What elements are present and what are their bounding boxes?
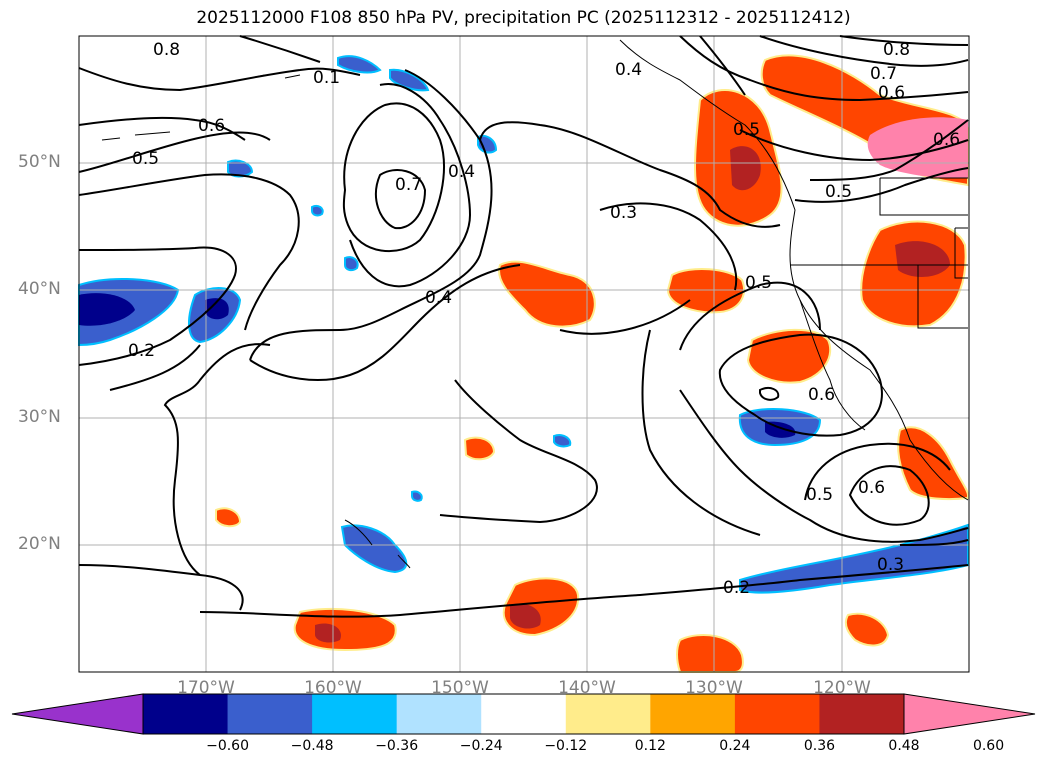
map-plot: 0.8 0.1 0.6 0.5 0.7 0.4 0.3 0.4 0.2 0.4 … <box>78 35 970 673</box>
contour-label: 0.3 <box>877 555 904 575</box>
contour-label: 0.4 <box>425 288 452 308</box>
contour-label: 0.3 <box>610 203 637 223</box>
plot-frame <box>78 35 970 673</box>
colorbar-tick-label: −0.48 <box>290 738 334 754</box>
contour-label: 0.8 <box>153 40 180 60</box>
lon-label: 140°W <box>558 678 616 698</box>
contour-label: 0.1 <box>313 68 340 88</box>
contour-label: 0.5 <box>806 485 833 505</box>
colorbar-swatch <box>819 694 905 734</box>
precip-patch <box>315 623 341 643</box>
precip-patch <box>895 241 950 277</box>
precip-patch <box>730 146 761 191</box>
contour-label: 0.5 <box>733 120 760 140</box>
colorbar-swatch <box>565 694 651 734</box>
precip-patch <box>79 293 135 326</box>
precip-patch <box>498 260 596 328</box>
colorbar-extend-high <box>904 694 1035 734</box>
precip-negative-patches <box>78 55 969 594</box>
precip-patch <box>553 434 572 448</box>
precip-patch <box>344 256 359 272</box>
colorbar-tick-label: 0.60 <box>972 738 1005 754</box>
colorbar-swatch <box>312 694 398 734</box>
lon-label: 120°W <box>813 678 871 698</box>
precip-patch <box>411 490 423 502</box>
precip-patch <box>340 524 408 574</box>
colorbar-swatch <box>396 694 482 734</box>
pv-contours <box>78 35 969 618</box>
contour-label: 0.6 <box>808 385 835 405</box>
contour-label: 0.4 <box>615 60 642 80</box>
precip-patch <box>897 426 969 500</box>
contour-label: 0.5 <box>825 182 852 202</box>
contour-label: 0.5 <box>745 273 772 293</box>
lon-label: 130°W <box>685 678 743 698</box>
colorbar-tick-label: 0.36 <box>803 738 836 754</box>
precip-patch <box>666 268 745 314</box>
contour-label: 0.7 <box>395 175 422 195</box>
precip-patch <box>844 612 890 647</box>
precip-patch <box>389 68 430 92</box>
lon-label: 170°W <box>177 678 235 698</box>
contour-label: 0.6 <box>933 130 960 150</box>
lat-label: 50°N <box>18 152 61 172</box>
contour-label: 0.7 <box>870 64 897 84</box>
contour-label: 0.8 <box>883 40 910 60</box>
precip-patch <box>311 204 324 217</box>
colorbar-swatch <box>481 694 567 734</box>
contour-label: 0.2 <box>128 341 155 361</box>
precip-patch <box>337 55 382 74</box>
precip-patch <box>477 134 498 154</box>
colorbar-tick-label: −0.24 <box>459 738 503 754</box>
map-title: 2025112000 F108 850 hPa PV, precipitatio… <box>196 8 851 28</box>
contour-label: 0.5 <box>132 149 159 169</box>
colorbar-tick-label: 0.24 <box>719 738 751 754</box>
contour-label: 0.6 <box>858 478 885 498</box>
colorbar-swatch <box>650 694 736 734</box>
precip-patch <box>463 436 496 461</box>
lat-label: 30°N <box>18 407 61 427</box>
contour-label: 0.6 <box>198 116 225 136</box>
colorbar-tick-label: −0.36 <box>375 738 419 754</box>
colorbar-swatch <box>734 694 820 734</box>
precip-patch <box>215 507 242 528</box>
colorbar-tick-label: 0.48 <box>888 738 920 754</box>
contour-label: 0.2 <box>723 578 750 598</box>
colorbar-tick-label: −0.12 <box>544 738 588 754</box>
contour-label: 0.4 <box>448 162 475 182</box>
contour-label: 0.6 <box>878 83 905 103</box>
colorbar-tick-label: 0.12 <box>634 738 666 754</box>
colorbar-tick-label: −0.60 <box>206 738 249 754</box>
colorbar <box>11 693 1036 735</box>
lat-label: 40°N <box>18 279 61 299</box>
precip-patch <box>746 328 832 384</box>
precip-patch <box>510 603 541 629</box>
lat-label: 20°N <box>18 534 61 554</box>
precip-patch <box>205 298 229 320</box>
colorbar-swatch <box>227 694 313 734</box>
lon-label: 150°W <box>431 678 489 698</box>
colorbar-extend-low <box>12 694 143 734</box>
colorbar-swatch <box>143 694 229 734</box>
lon-label: 160°W <box>304 678 362 698</box>
